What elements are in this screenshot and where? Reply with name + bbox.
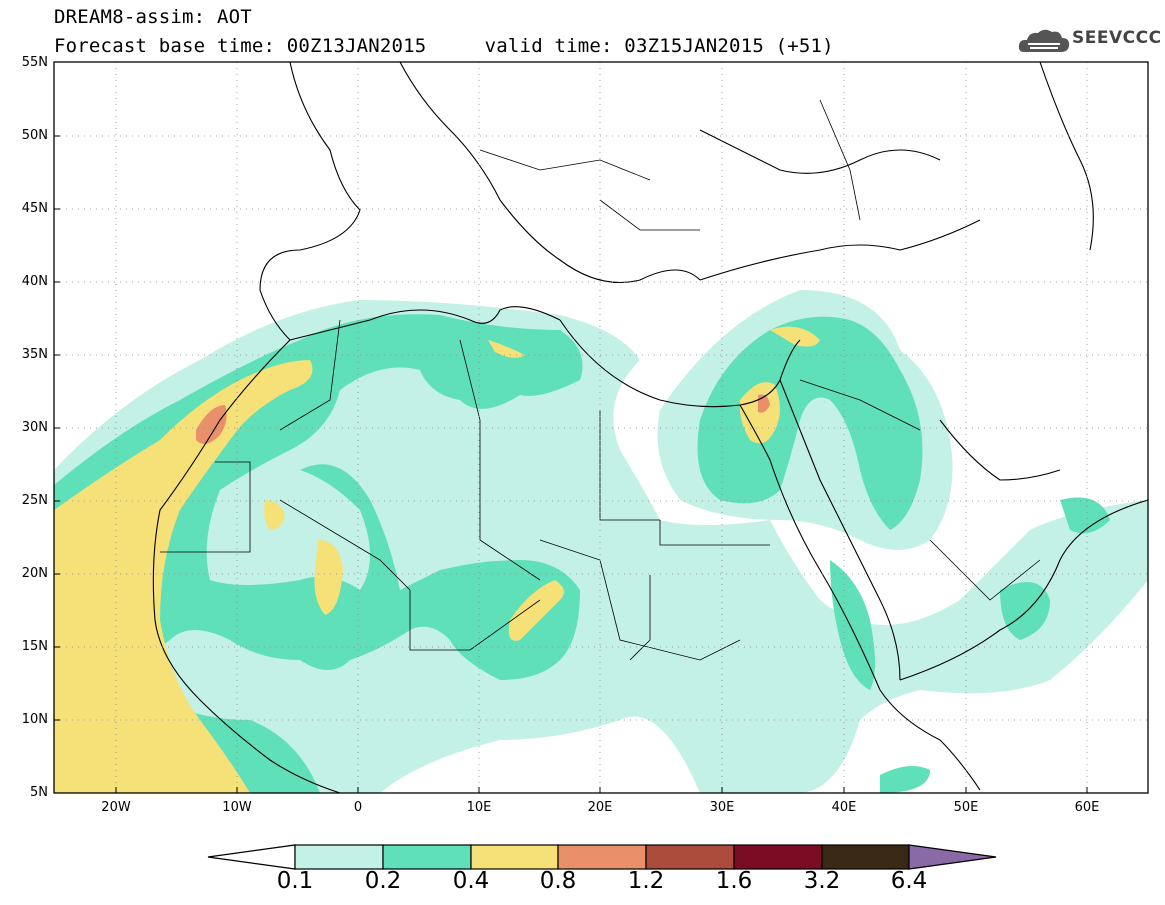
colorbar-label: 1.6	[715, 868, 753, 894]
lon-label: 20E	[587, 800, 613, 815]
lat-label: 45N	[21, 201, 48, 216]
chart-title: DREAM8-assim: AOT	[54, 6, 252, 28]
lat-label: 35N	[21, 347, 48, 362]
cloud-logo-icon	[1018, 29, 1070, 52]
colorbar-label: 0.8	[539, 868, 577, 894]
colorbar-label: 0.4	[452, 868, 490, 894]
lon-label: 20W	[101, 800, 131, 815]
lon-label: 10E	[466, 800, 492, 815]
lat-label: 40N	[21, 274, 48, 289]
lat-label: 5N	[30, 785, 48, 800]
aot-contour-0-4	[54, 326, 820, 793]
graticule	[54, 62, 1148, 793]
colorbar-label: 0.1	[276, 868, 314, 894]
colorbar-label: 3.2	[803, 868, 841, 894]
lon-label: 30E	[709, 800, 735, 815]
lat-label: 55N	[21, 55, 48, 70]
country-borders	[160, 99, 1041, 661]
axis-ticks	[54, 135, 1088, 793]
forecast-time-subtitle: Forecast base time: 00Z13JAN2015 valid t…	[54, 35, 834, 57]
lat-label: 10N	[21, 712, 48, 727]
logo-text: SEEVCCC	[1072, 28, 1162, 48]
colorbar-label: 1.2	[627, 868, 665, 894]
lat-label: 30N	[21, 420, 48, 435]
lat-label: 20N	[21, 566, 48, 581]
lon-label: 40E	[831, 800, 857, 815]
lon-label: 0	[353, 800, 363, 815]
lat-label: 25N	[21, 493, 48, 508]
coastlines	[152, 62, 1148, 793]
colorbar-label: 6.4	[890, 868, 928, 894]
colorbar-label: 0.2	[364, 868, 402, 894]
lon-label: 60E	[1074, 800, 1100, 815]
lon-label: 50E	[953, 800, 979, 815]
lat-label: 15N	[21, 639, 48, 654]
lon-label: 10W	[222, 800, 252, 815]
lat-label: 50N	[21, 128, 48, 143]
